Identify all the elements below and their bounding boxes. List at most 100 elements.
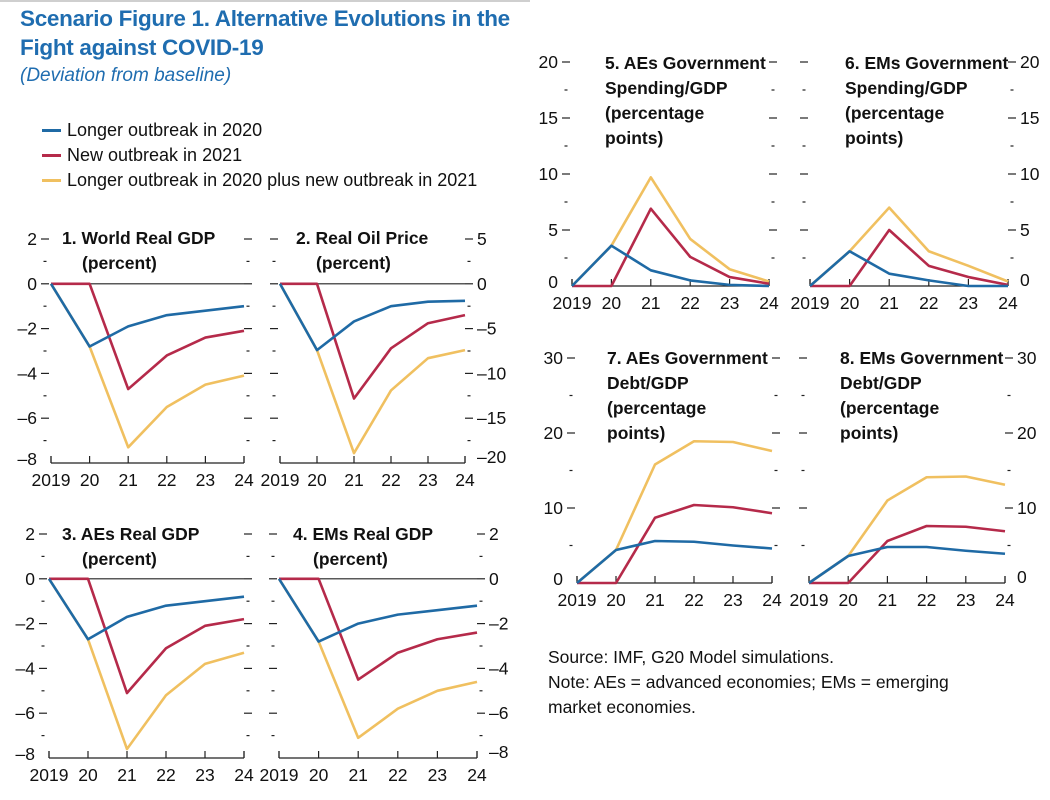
figure-title-line-1: Scenario Figure 1. Alternative Evolution… [20, 6, 510, 31]
series-line-longer-2020 [809, 249, 1008, 288]
y-tick-label: 10 [1020, 164, 1040, 184]
panel-title-line: 6. EMs Government [845, 53, 1009, 73]
x-tick-label: 22 [684, 590, 703, 610]
top-rule [0, 0, 530, 2]
x-tick-label: 21 [117, 765, 136, 785]
figure-title-line-2: Fight against COVID-19 [20, 35, 264, 60]
panel-title-line: (percent) [313, 549, 388, 569]
x-tick-label: 23 [196, 470, 215, 490]
panel-title-line: (percent) [82, 253, 157, 273]
legend-item-new-2021: New outbreak in 2021 [42, 143, 477, 168]
x-tick-label: 20 [78, 765, 98, 785]
abbrev-note-line-1: Note: AEs = advanced economies; EMs = em… [548, 672, 949, 692]
panel-title-line: (percentage [840, 398, 939, 418]
x-tick-label: 20 [602, 293, 622, 313]
legend-swatch-red [42, 154, 61, 157]
x-tick-label: 21 [348, 765, 367, 785]
y-tick-label: 10 [539, 164, 559, 184]
x-tick-label: 2019 [791, 293, 830, 313]
panel-title-line: 1. World Real GDP [62, 228, 216, 248]
x-tick-label: 2019 [30, 765, 69, 785]
y-tick-label: –4 [18, 363, 38, 383]
x-tick-label: 22 [156, 765, 175, 785]
x-tick-label: 24 [455, 470, 475, 490]
x-tick-label: 21 [641, 293, 660, 313]
y-tick-label: 0 [25, 569, 35, 589]
y-tick-label: –4 [16, 658, 36, 678]
x-tick-label: 2019 [32, 470, 71, 490]
x-tick-label: 23 [428, 765, 447, 785]
x-tick-label: 2019 [261, 470, 300, 490]
series-line-new-2021 [280, 282, 466, 400]
panel-title-line: Spending/GDP [845, 78, 968, 98]
panel-title-line: Debt/GDP [840, 373, 922, 393]
y-tick-label: 2 [27, 229, 37, 249]
chart-panel-2: 2019 20 21 22 23 24 5 0 –5 –10 –15 –20 2. Real Oil P… [261, 228, 507, 490]
y-tick-label: 0 [1020, 270, 1030, 290]
panel-title-line: points) [845, 128, 903, 148]
x-tick-label: 24 [998, 293, 1018, 313]
series-line-new-2021 [279, 577, 478, 681]
x-tick-label: 24 [467, 765, 487, 785]
series-line-longer-2020 [278, 283, 466, 352]
panel-title-line: (percentage [607, 398, 706, 418]
y-tick-label: 0 [27, 274, 37, 294]
y-tick-label: 20 [544, 423, 564, 443]
x-tick-label: 24 [759, 293, 779, 313]
panel-title-line: 7. AEs Government [607, 348, 768, 368]
panel-title-line: (percent) [82, 549, 157, 569]
legend-label: New outbreak in 2021 [67, 145, 243, 165]
y-tick-label: 5 [1020, 220, 1030, 240]
y-tick-label: –8 [18, 449, 37, 469]
y-tick-label: 20 [1017, 423, 1037, 443]
y-tick-label: 5 [477, 229, 487, 249]
x-tick-label: 21 [878, 590, 897, 610]
x-tick-label: 21 [344, 470, 363, 490]
legend-swatch-yellow [42, 179, 61, 182]
panel-title-line: 4. EMs Real GDP [293, 524, 433, 544]
chart-panel-6: 2019 20 21 22 23 24 20 15 10 5 0 6. EMs Government S… [791, 52, 1040, 313]
legend-item-longer-2020: Longer outbreak in 2020 [42, 118, 477, 143]
chart-panel-5: 2019 20 21 22 23 24 20 15 10 5 0 5. AEs Government S… [539, 52, 779, 313]
y-tick-label: 0 [477, 274, 487, 294]
x-tick-label: 2019 [260, 765, 299, 785]
series-line-longer-2020 [576, 539, 773, 584]
chart-panel-7: 2019 20 21 22 23 24 30 20 10 0 7. AEs Government De… [544, 348, 782, 610]
series-line-new-2021 [810, 228, 1009, 288]
series-line-new-2021 [809, 524, 1006, 585]
panel-title-line: points) [840, 423, 898, 443]
y-tick-label: –10 [477, 363, 506, 383]
panel-title-line: points) [605, 128, 663, 148]
y-tick-label: –6 [16, 703, 35, 723]
y-tick-label: 0 [553, 569, 563, 589]
series-line-longer-2020 [571, 244, 770, 288]
series-line-longer-2020 [808, 545, 1006, 585]
y-tick-label: –6 [489, 703, 508, 723]
series-line-new-2021 [49, 577, 245, 695]
y-tick-label: 15 [539, 108, 558, 128]
x-tick-label: 20 [309, 765, 329, 785]
y-tick-label: –8 [489, 742, 508, 762]
x-tick-label: 21 [118, 470, 137, 490]
y-tick-label: –15 [477, 408, 506, 428]
chart-panel-8: 2019 20 21 22 23 24 30 20 10 0 8. EMs Government De… [790, 348, 1037, 610]
panel-title-line: 5. AEs Government [605, 53, 766, 73]
x-tick-label: 24 [762, 590, 782, 610]
x-tick-label: 2019 [553, 293, 592, 313]
x-tick-label: 2019 [790, 590, 829, 610]
legend: Longer outbreak in 2020 New outbreak in … [42, 118, 477, 193]
y-tick-label: 10 [1017, 498, 1037, 518]
x-tick-label: 22 [917, 590, 936, 610]
series-line-new-2021 [572, 207, 770, 288]
panel-title-line: Debt/GDP [607, 373, 689, 393]
x-tick-label: 22 [680, 293, 699, 313]
panel-title-line: (percent) [316, 253, 391, 273]
x-tick-label: 21 [645, 590, 664, 610]
x-tick-label: 20 [838, 590, 858, 610]
figure-title: Scenario Figure 1. Alternative Evolution… [20, 4, 510, 62]
abbrev-note-line-2: market economies. [548, 697, 696, 717]
panel-title-line: points) [607, 423, 665, 443]
x-tick-label: 23 [720, 293, 739, 313]
x-tick-label: 24 [234, 470, 254, 490]
